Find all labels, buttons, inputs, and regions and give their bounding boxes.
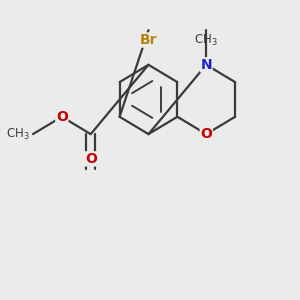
Text: O: O [85,152,97,166]
Text: Br: Br [140,33,157,47]
Text: N: N [200,58,212,72]
Text: CH$_3$: CH$_3$ [6,127,30,142]
Text: O: O [200,127,212,141]
Text: O: O [56,110,68,124]
Text: CH$_3$: CH$_3$ [194,33,218,48]
